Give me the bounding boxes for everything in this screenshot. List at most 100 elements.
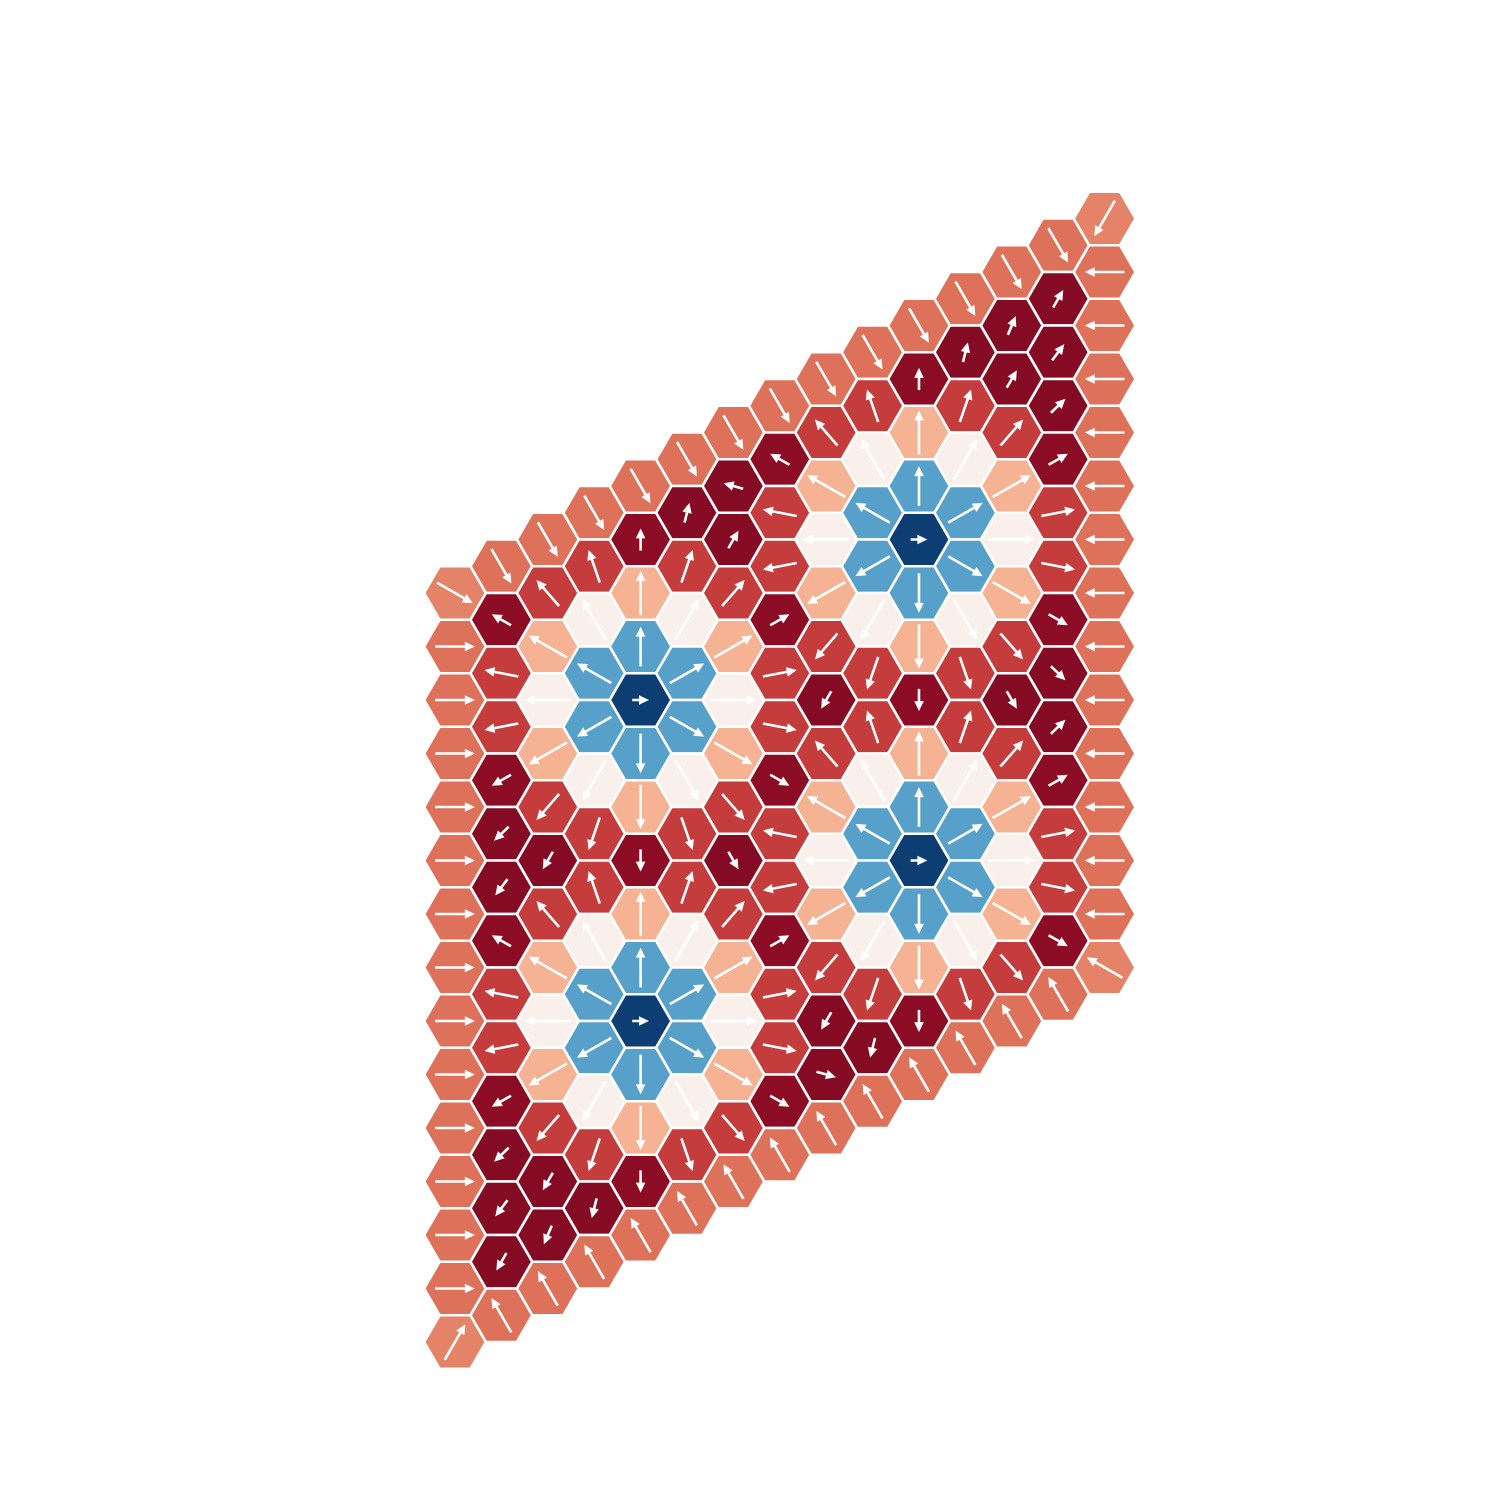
spin-arrow xyxy=(999,419,1024,447)
spin-arrow xyxy=(582,599,608,641)
spin-arrow xyxy=(536,793,561,820)
spin-arrow xyxy=(713,635,753,659)
spin-arrow xyxy=(1084,267,1125,277)
spin-arrow xyxy=(860,919,886,962)
spin-arrow xyxy=(958,389,973,423)
spin-arrow xyxy=(635,570,646,616)
spin-arrow xyxy=(1052,289,1064,309)
spin-arrow xyxy=(958,710,973,744)
spin-arrow xyxy=(814,419,839,447)
spin-arrow xyxy=(576,715,613,737)
spin-arrow xyxy=(815,361,837,397)
spin-arrow xyxy=(762,988,797,999)
spin-arrow xyxy=(582,759,608,801)
spin-arrow xyxy=(814,953,839,981)
spin-arrow xyxy=(914,624,924,669)
spin-arrow xyxy=(491,614,512,627)
spin-arrow xyxy=(1047,934,1068,947)
spin-arrow xyxy=(632,1016,649,1026)
spin-arrow xyxy=(958,977,973,1011)
spin-arrow xyxy=(1047,613,1068,626)
spin-arrow xyxy=(723,1164,745,1200)
spin-arrow xyxy=(769,935,790,948)
spin-arrow xyxy=(536,580,561,607)
spin-arrow xyxy=(680,817,694,851)
spin-arrow xyxy=(768,387,790,423)
spin-arrow xyxy=(762,827,797,839)
spin-arrow xyxy=(435,1283,475,1294)
spin-arrow xyxy=(867,1037,878,1058)
spin-arrow xyxy=(762,1043,797,1054)
spin-arrow xyxy=(947,876,983,898)
spin-arrow xyxy=(576,663,613,685)
spin-arrow xyxy=(723,481,744,491)
spin-arrow xyxy=(1005,690,1017,709)
spin-arrow xyxy=(584,1244,606,1280)
spin-arrow xyxy=(947,823,983,845)
spin-arrow xyxy=(855,502,891,524)
spin-arrow xyxy=(635,784,646,830)
spin-arrow xyxy=(435,802,475,812)
spin-arrow xyxy=(909,1057,931,1093)
spin-arrow xyxy=(802,534,850,545)
spin-arrow xyxy=(435,1016,475,1026)
spin-arrow xyxy=(669,663,705,685)
spin-arrow xyxy=(582,920,608,962)
spin-arrow xyxy=(674,759,699,801)
spin-arrow xyxy=(954,280,976,316)
spin-arrow xyxy=(435,962,475,973)
spin-arrow xyxy=(914,1009,924,1033)
spin-arrow xyxy=(1084,748,1125,759)
spin-arrow xyxy=(1000,254,1022,290)
spin-arrow xyxy=(992,474,1031,499)
spin-arrow xyxy=(675,441,697,477)
spin-arrow xyxy=(632,695,649,705)
spin-arrow xyxy=(496,1252,508,1271)
spin-arrow xyxy=(914,466,924,506)
spin-arrow xyxy=(528,956,568,980)
spin-arrow xyxy=(727,851,739,870)
spin-arrow xyxy=(999,632,1024,660)
spin-arrow xyxy=(674,1080,699,1122)
spin-arrow xyxy=(495,1199,509,1217)
spin-arrow xyxy=(769,1094,790,1107)
spin-arrow xyxy=(960,342,971,363)
spin-arrow xyxy=(495,878,509,896)
spin-arrow xyxy=(721,793,745,820)
spin-arrow xyxy=(907,307,929,343)
spin-arrow xyxy=(1005,370,1017,389)
spin-arrow xyxy=(709,695,757,705)
spin-arrow xyxy=(713,956,753,980)
spin-arrow xyxy=(807,795,846,820)
spin-arrow xyxy=(1084,855,1125,866)
spin-arrow xyxy=(435,1176,475,1187)
spin-arrow xyxy=(1084,695,1125,705)
spin-arrow xyxy=(435,909,475,919)
spin-arrow xyxy=(589,1198,599,1219)
spin-arrow xyxy=(762,667,797,678)
spin-arrow xyxy=(1086,957,1124,979)
spin-arrow xyxy=(635,626,646,667)
spin-arrow xyxy=(861,334,883,370)
spin-arrow xyxy=(682,502,692,523)
spin-arrow xyxy=(629,468,651,504)
spin-arrow xyxy=(680,549,694,583)
spin-arrow xyxy=(669,1036,705,1058)
spin-arrow xyxy=(528,1062,568,1086)
spin-arrow xyxy=(435,855,475,866)
spin-arrow xyxy=(635,891,646,937)
spin-arrow xyxy=(1041,882,1076,894)
spin-arrow xyxy=(635,528,646,551)
spin-arrow xyxy=(855,555,891,577)
spin-arrow xyxy=(537,1271,559,1307)
spin-arrow xyxy=(914,410,924,455)
spin-arrow xyxy=(914,945,924,990)
spin-arrow xyxy=(1006,316,1017,336)
spin-arrow xyxy=(484,667,519,678)
spin-arrow xyxy=(807,580,846,605)
spin-arrow xyxy=(914,787,924,827)
spin-arrow xyxy=(528,741,568,765)
spin-arrow xyxy=(814,740,839,768)
spin-arrow xyxy=(860,438,886,481)
